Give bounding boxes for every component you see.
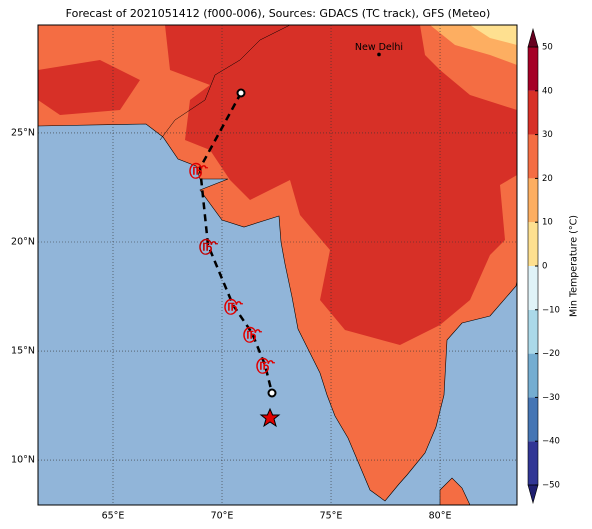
y-tick-label: 10°N	[11, 455, 35, 466]
colorbar-tick-label: −40	[542, 437, 560, 447]
y-tick-label: 25°N	[11, 127, 35, 138]
y-tick-label: 15°N	[11, 346, 35, 357]
colorbar-extend-bottom	[527, 484, 539, 505]
colorbar-band	[528, 178, 538, 223]
x-tick-label: 80°E	[429, 511, 452, 522]
colorbar-tick-label: −50	[542, 481, 560, 491]
x-tick-label: 75°E	[320, 511, 343, 522]
colorbar-band	[528, 441, 538, 485]
colorbar-tick-label: −30	[542, 393, 560, 403]
colorbar-band	[528, 134, 538, 179]
x-tick-label: 70°E	[211, 511, 234, 522]
cyclone-icon: ௹	[198, 236, 218, 255]
map-frame	[37, 24, 518, 506]
x-tick-label: 65°E	[102, 511, 125, 522]
colorbar-tick-label: 50	[542, 43, 553, 53]
track-start	[267, 388, 277, 398]
map	[38, 25, 517, 505]
colorbar-tick-label: 10	[542, 218, 553, 228]
colorbar-band	[528, 266, 538, 310]
colorbar-tick-label: 30	[542, 130, 553, 140]
border	[159, 25, 291, 141]
colorbar-label: Min Temperature (°C)	[569, 215, 580, 317]
colorbar-band	[528, 47, 538, 91]
colorbar-band	[528, 397, 538, 442]
land-cool	[470, 25, 517, 45]
colorbar-band	[528, 353, 538, 398]
track-line	[198, 92, 274, 394]
cyclone-icon: ௹	[255, 355, 275, 374]
colorbar-extend-top	[527, 27, 539, 48]
track-end	[236, 88, 246, 98]
colorbar-band	[528, 90, 538, 135]
y-tick-label: 20°N	[11, 236, 35, 247]
colorbar-tick-label: 40	[542, 86, 553, 96]
cyclone-icon: ௹	[242, 324, 262, 343]
place-marker	[377, 52, 381, 57]
cyclone-icon: ௹	[223, 296, 243, 315]
title: Forecast of 2021051412 (f000-006), Sourc…	[66, 7, 491, 20]
colorbar-band	[528, 222, 538, 266]
colorbar: −50 −40 −30 −20 −10 0 10 20 30 40 50	[527, 27, 560, 505]
colorbar-tick-label: −10	[542, 305, 560, 315]
current-position	[259, 407, 281, 428]
land-warm	[165, 25, 517, 345]
place-label: New Delhi	[355, 42, 403, 53]
colorbar-tick-label: −20	[542, 349, 560, 359]
land-warm	[38, 60, 140, 115]
colorbar-band	[528, 309, 538, 354]
colorbar-tick-label: 0	[542, 262, 547, 272]
grid	[38, 25, 517, 505]
cyclone-icon: ௹	[188, 160, 208, 179]
colorbar-tick-label: 20	[542, 174, 553, 184]
cyclone-track: ௹ ௹ ௹ ௹ ௹	[188, 88, 281, 428]
